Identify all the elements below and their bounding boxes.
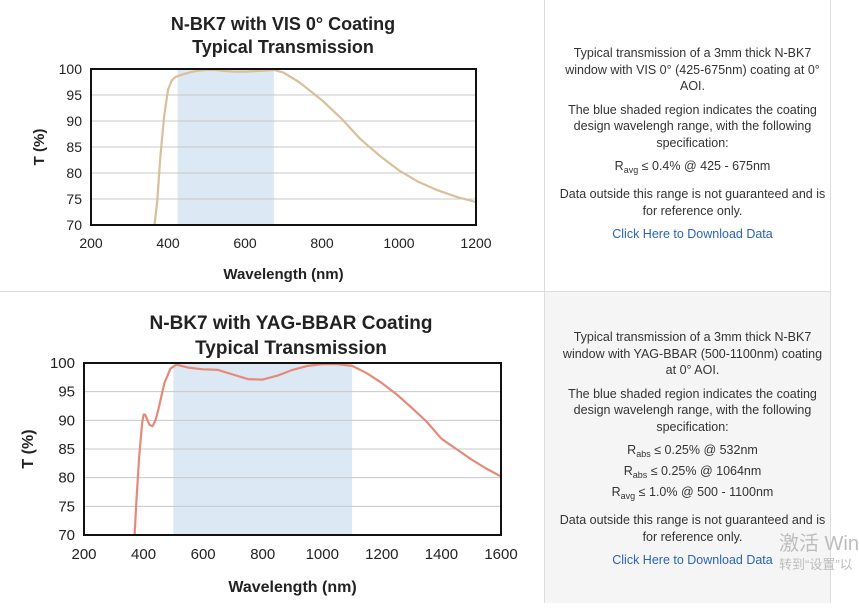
- plot-frame: [90, 68, 477, 226]
- y-tick-label: 85: [58, 441, 75, 458]
- y-tick-label: 70: [66, 217, 82, 233]
- y-tick-label: 100: [59, 61, 83, 77]
- os-activation-watermark-sub: 转到“设置”以: [779, 557, 853, 572]
- x-tick-label: 800: [310, 235, 334, 251]
- y-tick-label: 90: [58, 412, 75, 429]
- y-tick-label: 95: [66, 87, 82, 103]
- os-activation-watermark: 激活 Win: [779, 533, 859, 555]
- text-cell-yag: Typical transmission of a 3mm thick N-BK…: [545, 292, 830, 603]
- x-tick-label: 1200: [460, 235, 491, 251]
- x-axis-label: Wavelength (nm): [228, 579, 356, 596]
- y-tick-label: 80: [58, 470, 75, 487]
- description-disclaimer: Data outside this range is not guarantee…: [559, 513, 826, 544]
- spec-list: Rabs ≤ 0.25% @ 532nm Rabs ≤ 0.25% @ 1064…: [559, 442, 826, 505]
- x-tick-label: 1600: [484, 546, 517, 563]
- spec-item: Rabs ≤ 0.25% @ 1064nm: [623, 464, 762, 480]
- chart-cell-yag: N-BK7 with YAG-BBAR Coating Typical Trans…: [0, 292, 545, 603]
- chart-cell-vis: N-BK7 with VIS 0° Coating Typical Transmi…: [0, 0, 545, 291]
- y-axis-label: T (%): [31, 129, 48, 166]
- x-tick-label: 600: [191, 546, 216, 563]
- y-tick-label: 75: [58, 498, 75, 515]
- y-tick-label: 95: [58, 384, 75, 401]
- transmission-chart-yag: N-BK7 with YAG-BBAR Coating Typical Trans…: [20, 313, 518, 596]
- chart-subtitle: Typical Transmission: [192, 37, 374, 57]
- chart-title: N-BK7 with VIS 0° Coating: [171, 14, 395, 34]
- description-shading: The blue shaded region indicates the coa…: [568, 386, 817, 434]
- spec-list: Ravg ≤ 0.4% @ 425 - 675nm: [559, 158, 826, 179]
- transmission-line: [153, 68, 476, 225]
- right-edge-strip: [830, 0, 859, 603]
- product-row-vis: N-BK7 with VIS 0° Coating Typical Transmi…: [0, 0, 830, 292]
- x-tick-label: 400: [131, 546, 156, 563]
- description-shading: The blue shaded region indicates the coa…: [568, 102, 817, 150]
- spec-item: Ravg ≤ 0.4% @ 425 - 675nm: [614, 159, 771, 175]
- y-tick-label: 80: [66, 165, 82, 181]
- y-tick-label: 85: [66, 139, 82, 155]
- y-axis-label: T (%): [20, 429, 37, 468]
- spec-item: Ravg ≤ 1.0% @ 500 - 1100nm: [611, 485, 774, 501]
- x-tick-label: 200: [79, 235, 103, 251]
- transmission-line: [133, 363, 501, 535]
- transmission-chart-vis: N-BK7 with VIS 0° Coating Typical Transmi…: [31, 14, 492, 283]
- product-row-yag: N-BK7 with YAG-BBAR Coating Typical Trans…: [0, 292, 830, 603]
- x-tick-label: 400: [156, 235, 180, 251]
- text-cell-vis: Typical transmission of a 3mm thick N-BK…: [545, 0, 830, 291]
- x-axis-label: Wavelength (nm): [223, 266, 343, 283]
- x-tick-label: 200: [71, 546, 96, 563]
- description-block-yag: Typical transmission of a 3mm thick N-BK…: [559, 329, 826, 576]
- description-block-vis: Typical transmission of a 3mm thick N-BK…: [559, 45, 826, 250]
- description-disclaimer: Data outside this range is not guarantee…: [559, 187, 826, 218]
- x-tick-label: 1400: [425, 546, 458, 563]
- x-tick-label: 1200: [365, 546, 398, 563]
- x-tick-label: 800: [250, 546, 275, 563]
- x-tick-label: 600: [233, 235, 257, 251]
- download-data-link[interactable]: Click Here to Download Data: [612, 227, 773, 241]
- x-tick-label: 1000: [383, 235, 414, 251]
- chart-subtitle: Typical Transmission: [195, 338, 387, 359]
- chart-title: N-BK7 with YAG-BBAR Coating: [150, 313, 433, 334]
- y-tick-label: 90: [66, 113, 82, 129]
- y-tick-label: 70: [58, 527, 75, 544]
- plot-frame: [83, 362, 502, 536]
- spec-item: Rabs ≤ 0.25% @ 532nm: [627, 443, 758, 459]
- y-tick-label: 100: [50, 355, 75, 372]
- description-intro: Typical transmission of a 3mm thick N-BK…: [565, 46, 820, 93]
- download-data-link[interactable]: Click Here to Download Data: [612, 553, 773, 567]
- x-tick-label: 1000: [306, 546, 339, 563]
- y-tick-label: 75: [66, 191, 82, 207]
- description-intro: Typical transmission of a 3mm thick N-BK…: [562, 330, 823, 377]
